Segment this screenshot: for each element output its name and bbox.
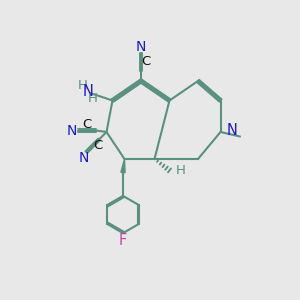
Text: N: N: [226, 123, 237, 138]
Text: H: H: [176, 164, 185, 177]
Text: H: H: [78, 79, 87, 92]
Text: N: N: [67, 124, 77, 137]
Text: N: N: [82, 84, 93, 99]
Text: N: N: [78, 151, 88, 165]
Text: C: C: [82, 118, 91, 131]
Text: C: C: [94, 139, 103, 152]
Text: C: C: [142, 55, 151, 68]
Text: F: F: [119, 233, 127, 248]
Text: N: N: [136, 40, 146, 54]
Polygon shape: [121, 159, 125, 173]
Text: H: H: [88, 92, 98, 105]
